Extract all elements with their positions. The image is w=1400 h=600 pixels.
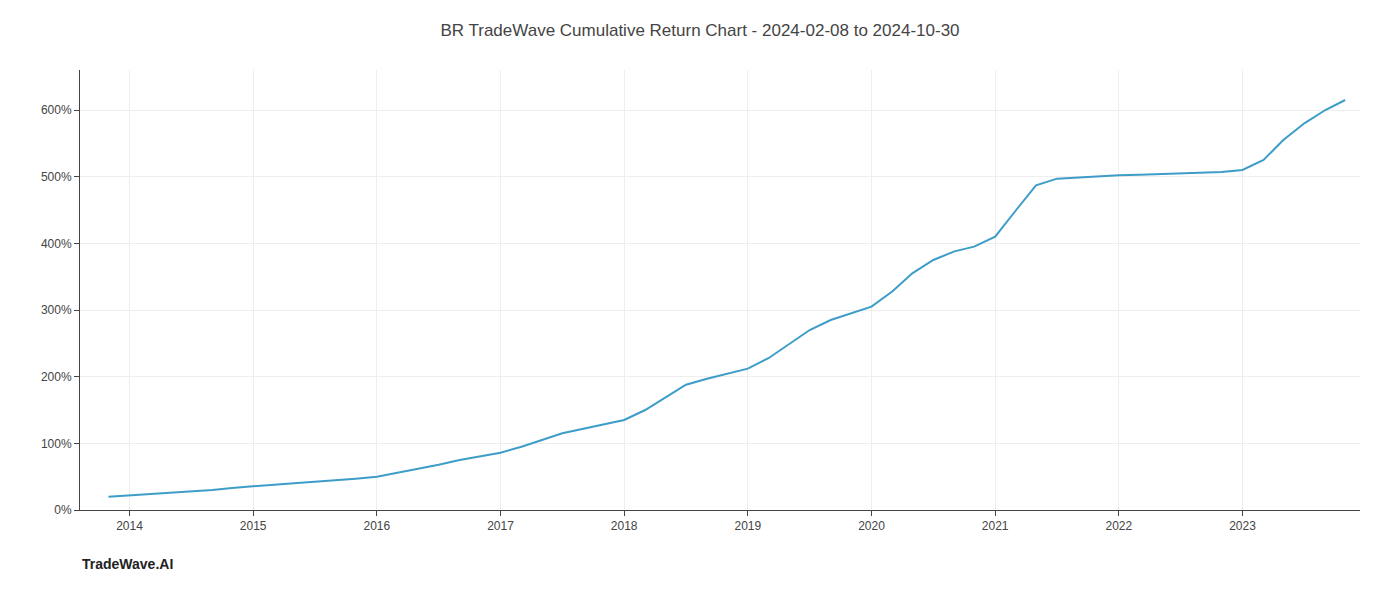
svg-text:200%: 200% — [41, 370, 72, 384]
svg-text:400%: 400% — [41, 237, 72, 251]
svg-text:2014: 2014 — [116, 519, 143, 533]
svg-text:600%: 600% — [41, 103, 72, 117]
svg-text:2020: 2020 — [858, 519, 885, 533]
svg-text:2021: 2021 — [982, 519, 1009, 533]
svg-text:BR TradeWave Cumulative Return: BR TradeWave Cumulative Return Chart - 2… — [440, 21, 959, 40]
svg-text:2015: 2015 — [240, 519, 267, 533]
svg-text:300%: 300% — [41, 303, 72, 317]
svg-text:2022: 2022 — [1105, 519, 1132, 533]
svg-text:2023: 2023 — [1229, 519, 1256, 533]
svg-text:TradeWave.AI: TradeWave.AI — [82, 556, 173, 572]
svg-text:2018: 2018 — [611, 519, 638, 533]
svg-text:2019: 2019 — [734, 519, 761, 533]
svg-text:2017: 2017 — [487, 519, 514, 533]
svg-text:0%: 0% — [54, 503, 72, 517]
svg-text:500%: 500% — [41, 170, 72, 184]
svg-text:2016: 2016 — [363, 519, 390, 533]
svg-text:100%: 100% — [41, 437, 72, 451]
